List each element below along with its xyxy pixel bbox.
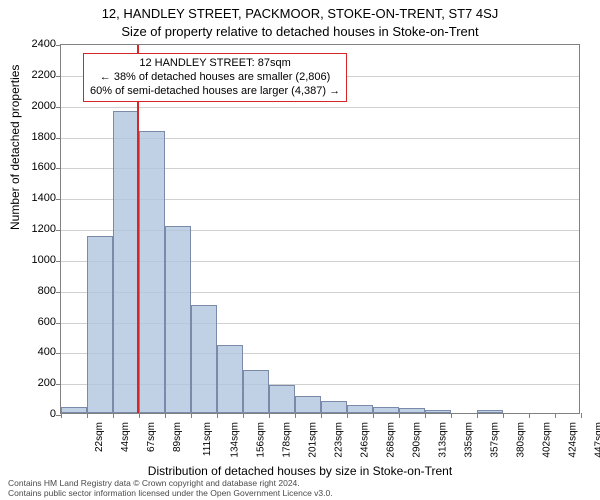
ytick-mark [56,323,61,324]
xtick-label: 156sqm [256,422,267,458]
xtick-label: 111sqm [202,422,213,456]
xtick-mark [191,413,192,418]
xtick-label: 178sqm [282,422,293,458]
histogram-bar [61,407,87,413]
ytick-mark [56,230,61,231]
xtick-mark [139,413,140,418]
xtick-mark [113,413,114,418]
attribution-line1: Contains HM Land Registry data © Crown c… [8,478,592,488]
ytick-label: 1800 [8,131,56,143]
annotation-box: 12 HANDLEY STREET: 87sqm ← 38% of detach… [83,53,347,102]
ytick-label: 1400 [8,192,56,204]
ytick-label: 2000 [8,100,56,112]
histogram-bar [425,410,451,413]
ytick-mark [56,353,61,354]
xtick-label: 447sqm [594,422,600,458]
chart-title-line1: 12, HANDLEY STREET, PACKMOOR, STOKE-ON-T… [0,6,600,21]
ytick-mark [56,199,61,200]
ytick-mark [56,107,61,108]
xtick-label: 223sqm [334,422,345,458]
ytick-label: 200 [8,377,56,389]
xtick-mark [581,413,582,418]
xtick-label: 268sqm [386,422,397,458]
xtick-mark [451,413,452,418]
xtick-mark [321,413,322,418]
histogram-bar [269,385,295,413]
xtick-label: 44sqm [120,422,131,452]
y-axis-label: Number of detached properties [8,65,22,230]
xtick-mark [373,413,374,418]
xtick-label: 134sqm [230,422,241,458]
plot-area: 12 HANDLEY STREET: 87sqm ← 38% of detach… [60,44,580,414]
ytick-mark [56,76,61,77]
xtick-label: 424sqm [568,422,579,458]
ytick-mark [56,384,61,385]
xtick-label: 313sqm [438,422,449,458]
histogram-bar [87,236,113,413]
ytick-label: 2400 [8,38,56,50]
ytick-label: 800 [8,285,56,297]
ytick-label: 1600 [8,161,56,173]
histogram-bar [217,345,243,413]
histogram-bar [139,131,165,413]
ytick-label: 2200 [8,69,56,81]
xtick-mark [347,413,348,418]
xtick-label: 246sqm [360,422,371,458]
xtick-label: 402sqm [542,422,553,458]
xtick-label: 22sqm [94,422,105,452]
histogram-bar [321,401,347,413]
histogram-bar [373,407,399,413]
xtick-label: 201sqm [308,422,319,458]
xtick-label: 67sqm [146,422,157,452]
xtick-mark [87,413,88,418]
xtick-mark [295,413,296,418]
ytick-mark [56,45,61,46]
ytick-label: 1200 [8,223,56,235]
annotation-line1: 12 HANDLEY STREET: 87sqm [90,57,340,71]
xtick-label: 290sqm [412,422,423,458]
annotation-line3: 60% of semi-detached houses are larger (… [90,85,340,99]
xtick-mark [61,413,62,418]
attribution-text: Contains HM Land Registry data © Crown c… [8,478,592,498]
xtick-mark [425,413,426,418]
xtick-label: 335sqm [464,422,475,458]
xtick-label: 89sqm [172,422,183,452]
histogram-bar [295,396,321,413]
ytick-label: 400 [8,346,56,358]
xtick-mark [529,413,530,418]
histogram-bar [477,410,503,413]
chart-container: 12, HANDLEY STREET, PACKMOOR, STOKE-ON-T… [0,0,600,500]
xtick-mark [269,413,270,418]
xtick-label: 357sqm [490,422,501,458]
histogram-bar [243,370,269,413]
xtick-mark [477,413,478,418]
ytick-mark [56,168,61,169]
histogram-bar [113,111,139,413]
ytick-label: 1000 [8,254,56,266]
ytick-mark [56,292,61,293]
histogram-bar [347,405,373,413]
histogram-bar [191,305,217,413]
xtick-mark [165,413,166,418]
xtick-label: 380sqm [516,422,527,458]
ytick-mark [56,138,61,139]
chart-title-line2: Size of property relative to detached ho… [0,24,600,39]
ytick-label: 600 [8,316,56,328]
xtick-mark [555,413,556,418]
xtick-mark [217,413,218,418]
xtick-mark [503,413,504,418]
annotation-line2: ← 38% of detached houses are smaller (2,… [90,71,340,85]
xtick-mark [399,413,400,418]
attribution-line2: Contains public sector information licen… [8,488,592,498]
histogram-bar [165,226,191,413]
xtick-mark [243,413,244,418]
histogram-bar [399,408,425,413]
ytick-mark [56,261,61,262]
x-axis-label: Distribution of detached houses by size … [0,464,600,478]
ytick-label: 0 [8,408,56,420]
